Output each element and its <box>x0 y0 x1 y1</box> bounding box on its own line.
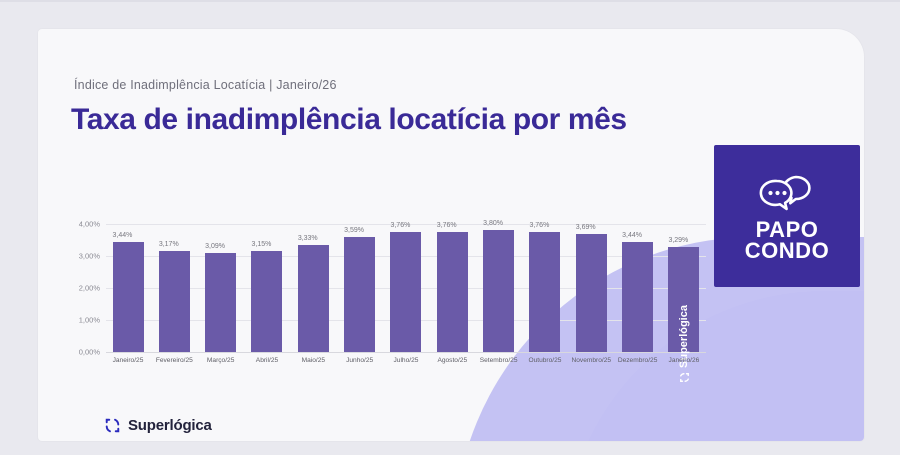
bar-column[interactable]: 3,80% Setembro/25 <box>477 220 521 364</box>
superlogica-mark-icon <box>679 373 689 382</box>
bar-value-label: 3,29% <box>668 236 689 244</box>
bar-value-label: 3,15% <box>251 241 272 249</box>
bar[interactable]: 3,33% <box>297 235 329 352</box>
x-axis-tick-label: Dezembro/25 <box>617 357 658 364</box>
superlogica-mark-icon <box>105 418 120 433</box>
x-axis-tick-label: Junho/25 <box>346 357 374 364</box>
x-axis-tick-label: Abril/25 <box>255 357 279 364</box>
logo-line-2: CONDO <box>744 237 830 263</box>
bar-column[interactable]: 3,44% Janeiro/25 <box>106 224 150 364</box>
speech-bubbles-icon <box>759 175 811 210</box>
bar-column[interactable]: 3,76% Agosto/25 <box>430 222 474 364</box>
gridline <box>106 352 706 353</box>
bar-value-label: 3,17% <box>158 240 179 248</box>
bar-column[interactable]: 3,29% Superlógica Janeiro/26 <box>662 224 706 382</box>
gridline <box>106 224 706 225</box>
inadimplencia-bar-chart: 0,00% 1,00% 2,00% 3,00% 4,00% 3,44% Janeiro/2… <box>58 184 718 389</box>
superlogica-watermark: Superlógica <box>678 305 690 383</box>
x-axis-tick-label: Outubro/25 <box>528 357 562 364</box>
bar-column[interactable]: 3,33% Maio/25 <box>291 224 335 364</box>
y-axis-tick-label: 2,00% <box>78 283 100 293</box>
bar-value-label: 3,44% <box>112 231 133 239</box>
bar[interactable]: 3,76% <box>390 222 422 352</box>
bar[interactable]: 3,80% <box>483 220 515 352</box>
bar-value-label: 3,76% <box>390 221 411 229</box>
chart-plot-area: 0,00% 1,00% 2,00% 3,00% 4,00% 3,44% Janeiro/2… <box>79 220 706 382</box>
chart-bars: 3,44% Janeiro/25 3,17% Fevereiro/25 3,09% Mar… <box>106 220 706 382</box>
y-axis-tick-label: 3,00% <box>78 251 100 261</box>
bar-value-label: 3,76% <box>436 221 457 229</box>
x-axis-tick-label: Julho/25 <box>393 357 419 364</box>
papo-condo-logo: PAPO CONDO <box>714 145 860 287</box>
y-axis-tick-label: 1,00% <box>78 315 100 325</box>
x-axis-tick-label: Setembro/25 <box>479 357 518 364</box>
bar-column[interactable]: 3,59% Junho/25 <box>338 224 382 364</box>
bar-column[interactable]: 3,69% Novembro/25 <box>569 224 613 364</box>
eyebrow-text: Índice de Inadimplência Locatícia | Jane… <box>74 78 337 92</box>
bar[interactable]: 3,17% <box>158 241 190 352</box>
bar[interactable]: 3,15% <box>251 241 283 352</box>
footer-logo-text: Superlógica <box>128 417 212 434</box>
x-axis-tick-label: Maio/25 <box>301 357 326 364</box>
bar-value-label: 3,59% <box>344 227 364 235</box>
bar-column[interactable]: 3,15% Abril/25 <box>245 224 289 364</box>
bar-value-label: 3,09% <box>205 243 226 251</box>
bar[interactable]: 3,44% <box>622 232 654 352</box>
superlogica-footer-logo: Superlógica <box>104 417 212 434</box>
y-axis-tick-label: 0,00% <box>78 347 100 357</box>
bar-value-label: 3,76% <box>529 221 550 229</box>
bar-column[interactable]: 3,76% Outubro/25 <box>523 222 567 364</box>
x-axis-tick-label: Agosto/25 <box>437 357 468 364</box>
x-axis-tick-label: Janeiro/25 <box>112 357 144 364</box>
logo-line-1: PAPO <box>755 216 819 242</box>
x-axis-tick-label: Fevereiro/25 <box>155 357 193 364</box>
y-axis-tick-label: 4,00% <box>78 219 100 229</box>
bar[interactable]: 3,76% <box>436 222 468 352</box>
bar-column[interactable]: 3,09% Março/25 <box>199 224 243 364</box>
bar-value-label: 3,33% <box>297 235 318 243</box>
page-title: Taxa de inadimplência locatícia por mês <box>71 103 627 136</box>
bar[interactable]: 3,29% Superlógica <box>668 237 700 382</box>
bar[interactable]: 3,59% <box>344 227 376 352</box>
x-axis-tick-label: Março/25 <box>206 357 235 364</box>
x-axis-tick-label: Janeiro/26 <box>668 357 700 364</box>
bar[interactable]: 3,09% <box>205 243 237 352</box>
bar[interactable]: 3,69% <box>575 224 607 352</box>
bar-value-label: 3,80% <box>483 220 503 228</box>
bar-column[interactable]: 3,17% Fevereiro/25 <box>152 224 196 364</box>
content-card: Índice de Inadimplência Locatícia | Jane… <box>38 29 864 441</box>
x-axis-tick-label: Novembro/25 <box>571 357 612 364</box>
bar-value-label: 3,69% <box>575 223 596 231</box>
bar-value-label: 3,44% <box>622 231 642 239</box>
bar-column[interactable]: 3,76% Julho/25 <box>384 222 428 364</box>
bar[interactable]: 3,44% <box>112 232 144 352</box>
top-edge-strip <box>0 0 900 2</box>
bar-column[interactable]: 3,44% Dezembro/25 <box>616 224 660 364</box>
bar[interactable]: 3,76% <box>529 222 561 352</box>
